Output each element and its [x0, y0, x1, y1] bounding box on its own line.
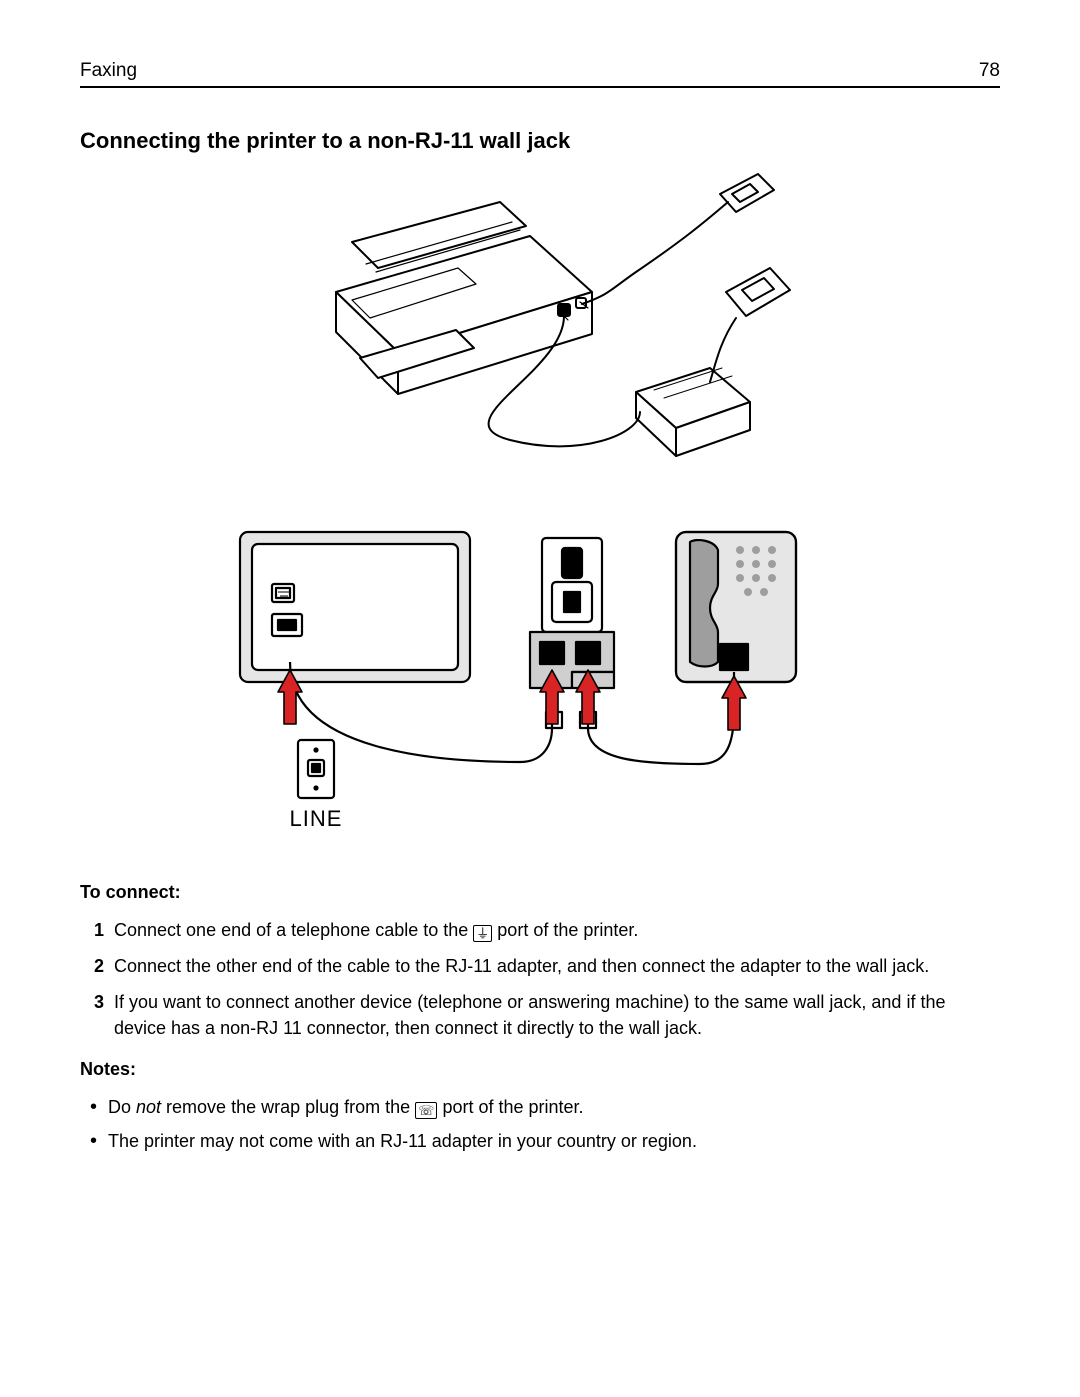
- schematic-diagram-svg: LINE: [220, 512, 860, 852]
- note-1: Do not remove the wrap plug from the ☏ p…: [80, 1094, 1000, 1120]
- step-text: port of the printer.: [492, 920, 638, 940]
- step-text: If you want to connect another device (t…: [114, 989, 1000, 1041]
- ext-port-icon: ☏: [415, 1102, 437, 1119]
- step-text: Connect one end of a telephone cable to …: [114, 920, 473, 940]
- line-port-icon: ⏚: [473, 925, 492, 942]
- step-1: 1 Connect one end of a telephone cable t…: [80, 917, 1000, 943]
- figure-schematic: LINE: [80, 512, 1000, 852]
- step-2: 2 Connect the other end of the cable to …: [80, 953, 1000, 979]
- note-text: Do: [108, 1097, 136, 1117]
- step-3: 3 If you want to connect another device …: [80, 989, 1000, 1041]
- step-text: Connect the other end of the cable to th…: [114, 953, 1000, 979]
- header-section: Faxing: [80, 60, 137, 82]
- figure-perspective: [80, 172, 1000, 482]
- perspective-diagram-svg: [280, 172, 800, 482]
- note-2: The printer may not come with an RJ-11 a…: [80, 1128, 1000, 1154]
- notes-list: Do not remove the wrap plug from the ☏ p…: [80, 1094, 1000, 1154]
- header-page-number: 78: [979, 60, 1000, 82]
- note-text: port of the printer.: [437, 1097, 583, 1117]
- to-connect-heading: To connect:: [80, 882, 1000, 903]
- step-number: 3: [80, 989, 104, 1015]
- steps-list: 1 Connect one end of a telephone cable t…: [80, 917, 1000, 1041]
- note-text: The printer may not come with an RJ-11 a…: [108, 1131, 697, 1151]
- page-header: Faxing 78: [80, 60, 1000, 88]
- step-number: 1: [80, 917, 104, 943]
- step-number: 2: [80, 953, 104, 979]
- page: Faxing 78 Connecting the printer to a no…: [0, 0, 1080, 1397]
- notes-heading: Notes:: [80, 1059, 1000, 1080]
- note-text: remove the wrap plug from the: [161, 1097, 415, 1117]
- line-label: LINE: [290, 806, 343, 831]
- page-title: Connecting the printer to a non-RJ-11 wa…: [80, 128, 1000, 154]
- note-emphasis: not: [136, 1097, 161, 1117]
